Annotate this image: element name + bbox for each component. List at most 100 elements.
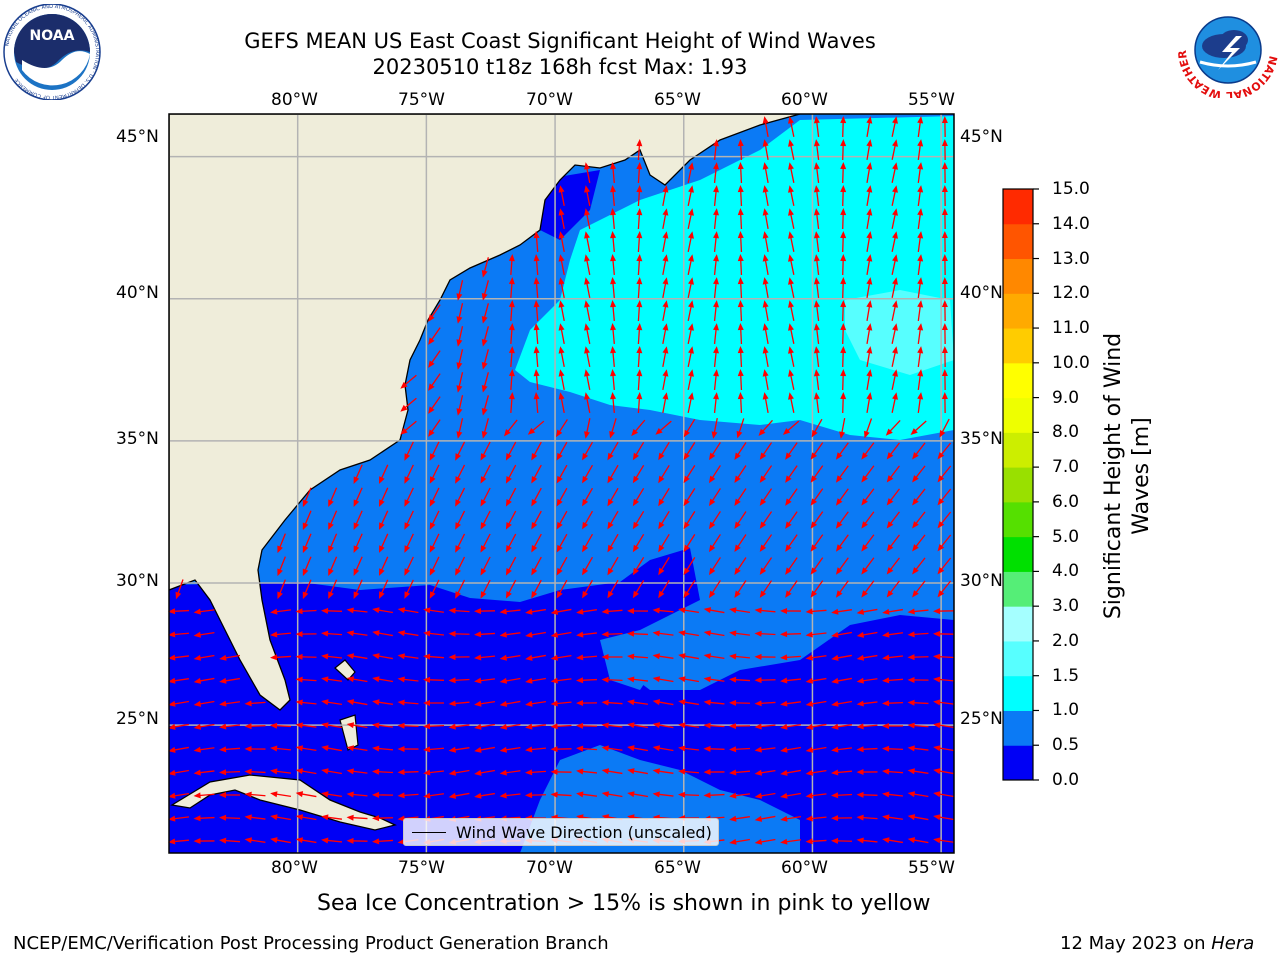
wave-direction-arrowhead bbox=[219, 746, 227, 753]
wave-direction-arrowhead bbox=[556, 452, 563, 461]
wave-direction-arrowhead bbox=[219, 814, 227, 821]
wave-direction-arrowhead bbox=[652, 630, 660, 637]
wave-direction-arrowhead bbox=[708, 567, 716, 576]
lon-label-bottom-75w: 75°W bbox=[398, 858, 445, 878]
wave-direction-arrowhead bbox=[785, 567, 792, 575]
wave-direction-arrowhead bbox=[397, 699, 405, 706]
wave-direction-arrowhead bbox=[835, 475, 843, 483]
wave-direction-arrowhead bbox=[759, 498, 767, 506]
wave-direction-arrowhead bbox=[729, 607, 737, 614]
wave-direction-arrowhead bbox=[912, 567, 919, 575]
wave-direction-arrowhead bbox=[713, 369, 720, 377]
wave-direction-arrowhead bbox=[683, 544, 690, 553]
wave-direction-arrowhead bbox=[683, 475, 690, 484]
wave-direction-arrowhead bbox=[662, 231, 669, 239]
wave-direction-arrowhead bbox=[480, 453, 487, 461]
wave-direction-arrowhead bbox=[713, 277, 720, 285]
wave-direction-arrowhead bbox=[397, 792, 405, 799]
wave-direction-arrowhead bbox=[785, 452, 792, 460]
wave-direction-arrowhead bbox=[277, 545, 283, 554]
wave-direction-arrowhead bbox=[556, 590, 563, 599]
wave-direction-arrowhead bbox=[474, 792, 482, 799]
cuba-land bbox=[170, 774, 397, 831]
wave-direction-arrowhead bbox=[499, 700, 508, 707]
wave-direction-arrowhead bbox=[813, 369, 820, 377]
wave-direction-arrowhead bbox=[627, 676, 635, 683]
wave-direction-arrowhead bbox=[917, 116, 924, 124]
colorbar-title-line2: Waves [m] bbox=[1129, 417, 1154, 535]
wave-direction-arrowhead bbox=[584, 346, 590, 354]
wave-direction-arrowhead bbox=[525, 631, 533, 638]
wave-direction-arrowhead bbox=[655, 427, 663, 435]
wave-direction-arrowhead bbox=[703, 607, 712, 614]
wave-direction-arrowhead bbox=[193, 631, 202, 638]
wave-direction-arrowhead bbox=[270, 837, 278, 844]
wave-direction-arrowhead bbox=[601, 608, 609, 615]
wave-direction-arrowhead bbox=[448, 700, 456, 707]
wave-direction-arrowhead bbox=[372, 676, 380, 683]
wave-direction-arrowhead bbox=[346, 814, 354, 821]
wave-direction-arrowhead bbox=[713, 139, 720, 147]
wave-direction-arrowhead bbox=[840, 116, 847, 124]
wave-direction-arrowhead bbox=[861, 475, 868, 483]
wave-direction-arrowhead bbox=[400, 427, 408, 435]
wave-direction-arrowhead bbox=[713, 208, 720, 216]
wave-direction-arrowhead bbox=[917, 277, 924, 285]
wave-direction-arrowhead bbox=[759, 567, 767, 575]
wave-direction-arrowhead bbox=[788, 162, 794, 170]
wave-direction-arrowhead bbox=[788, 116, 794, 124]
colorbar-segment bbox=[1003, 328, 1033, 364]
wave-direction-arrowhead bbox=[527, 427, 536, 435]
wave-direction-arrowhead bbox=[610, 162, 617, 170]
wave-direction-arrowhead bbox=[423, 607, 431, 614]
wave-direction-arrowhead bbox=[555, 429, 563, 438]
wave-direction-arrowhead bbox=[244, 723, 252, 730]
wave-direction-arrowhead bbox=[937, 452, 945, 460]
lat-label-right-25n: 25°N bbox=[960, 709, 1003, 729]
wave-direction-arrowhead bbox=[840, 277, 847, 285]
wave-direction-arrowhead bbox=[353, 591, 360, 599]
wave-direction-arrowhead bbox=[353, 476, 360, 484]
wave-direction-arrowhead bbox=[168, 654, 176, 661]
lon-label-top-80w: 80°W bbox=[271, 90, 318, 110]
wave-direction-arrowhead bbox=[729, 653, 737, 660]
wave-direction-arrowhead bbox=[632, 452, 639, 461]
wave-direction-arrowhead bbox=[813, 346, 820, 354]
wave-direction-arrowhead bbox=[193, 746, 201, 753]
wave-direction-arrowhead bbox=[831, 723, 839, 730]
wave-direction-arrowhead bbox=[754, 607, 762, 614]
wave-direction-arrowhead bbox=[835, 498, 843, 506]
wave-direction-arrowhead bbox=[737, 139, 744, 147]
wave-direction-arrowhead bbox=[636, 254, 643, 262]
wave-direction-arrowhead bbox=[321, 814, 329, 821]
wave-direction-arrowhead bbox=[372, 838, 380, 845]
wave-direction-arrowhead bbox=[737, 300, 744, 308]
wave-direction-arrowhead bbox=[805, 815, 813, 822]
wave-direction-arrowhead bbox=[636, 392, 643, 400]
lon-label-top-60w: 60°W bbox=[781, 90, 828, 110]
wave-direction-arrowhead bbox=[917, 208, 924, 216]
wave-direction-arrowhead bbox=[754, 746, 762, 753]
wave-direction-arrowhead bbox=[455, 522, 461, 530]
wave-direction-arrowhead bbox=[737, 254, 744, 262]
wave-direction-arrowhead bbox=[886, 521, 894, 529]
wave-direction-arrowhead bbox=[556, 475, 563, 484]
wave-direction-arrowhead bbox=[780, 677, 788, 684]
colorbar-tick-label: 0.5 bbox=[1052, 735, 1080, 756]
wave-direction-arrowhead bbox=[813, 185, 820, 193]
wave-direction-arrowhead bbox=[703, 769, 711, 776]
wave-direction-arrowhead bbox=[759, 475, 767, 483]
wave-direction-arrowhead bbox=[168, 608, 176, 615]
wave-direction-arrowhead bbox=[525, 700, 533, 707]
wave-direction-arrowhead bbox=[782, 428, 791, 435]
wave-direction-arrowhead bbox=[423, 630, 431, 637]
wave-direction-arrowhead bbox=[688, 208, 694, 216]
wave-direction-arrowhead bbox=[508, 323, 515, 331]
colorbar-tick-label: 7.0 bbox=[1052, 457, 1080, 478]
wave-direction-arrowhead bbox=[861, 452, 868, 460]
wave-direction-arrowhead bbox=[734, 590, 741, 599]
wave-direction-arrowhead bbox=[907, 676, 915, 683]
wave-direction-arrowhead bbox=[481, 339, 488, 347]
wave-direction-arrowhead bbox=[813, 162, 820, 170]
